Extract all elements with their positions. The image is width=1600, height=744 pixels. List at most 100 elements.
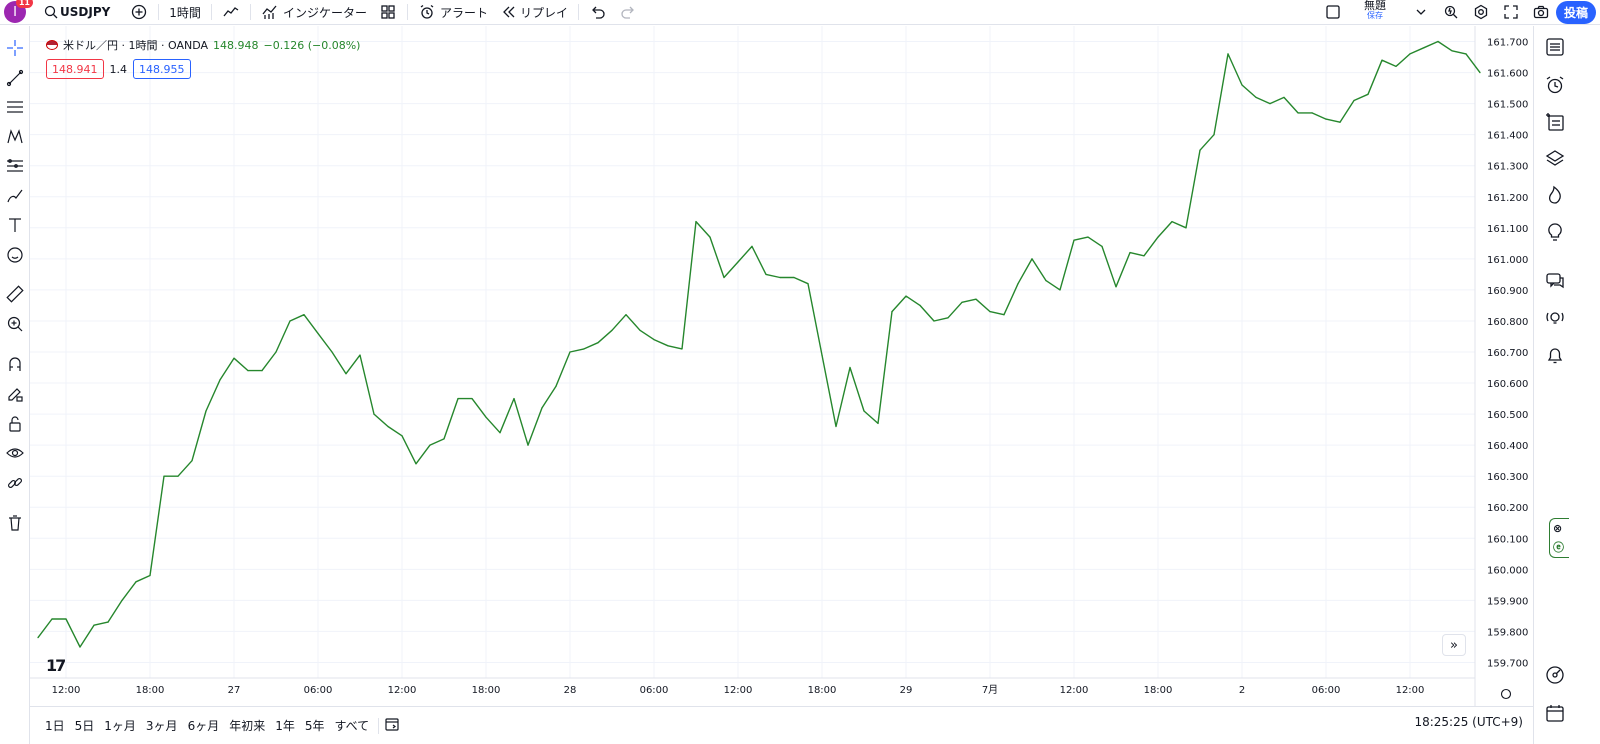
zoom-tool[interactable]	[5, 316, 25, 336]
redo-button[interactable]	[613, 0, 643, 25]
alerts-panel-button[interactable]	[1544, 76, 1566, 98]
chats-button[interactable]	[1544, 272, 1566, 294]
x-tick-label: 06:00	[1312, 685, 1341, 696]
range-button[interactable]: 6ヶ月	[187, 719, 220, 733]
data-point	[1213, 134, 1215, 136]
emoji-tool[interactable]	[5, 247, 25, 267]
y-tick-label: 161.500	[1487, 100, 1528, 111]
data-point	[527, 444, 529, 446]
data-point	[415, 463, 417, 465]
quick-search-button[interactable]	[1436, 0, 1466, 25]
layers-button[interactable]	[1544, 149, 1566, 171]
range-button[interactable]: 1日	[45, 719, 65, 733]
fullscreen-button[interactable]	[1496, 0, 1526, 25]
price-chart[interactable]: 159.700 159.800 159.900 160.000 160.100 160.2…	[30, 26, 1533, 706]
crosshair-tool[interactable]	[5, 40, 25, 60]
extension-e-icon[interactable]: ⓔ	[1553, 541, 1564, 554]
double-chevron-right-icon: »	[1450, 637, 1458, 653]
range-button[interactable]: 3ヶ月	[145, 719, 178, 733]
settings-button[interactable]	[1466, 0, 1496, 25]
close-circle-icon[interactable]: ⊗	[1553, 522, 1563, 535]
data-point	[947, 317, 949, 319]
layout-menu-button[interactable]	[1406, 0, 1436, 25]
range-button[interactable]: 5年	[304, 719, 325, 733]
magnet-tool[interactable]	[5, 356, 25, 376]
calendar-button[interactable]	[1544, 704, 1566, 726]
replay-button[interactable]: リプレイ	[494, 0, 574, 25]
calendar-icon	[1545, 703, 1565, 727]
trendline-tool[interactable]	[5, 69, 25, 90]
save-layout-button[interactable]: 無題 保存	[1358, 0, 1392, 25]
watchlist-button[interactable]	[1544, 38, 1566, 60]
measure-tool[interactable]	[5, 285, 25, 306]
data-point	[1395, 65, 1397, 67]
x-tick-label: 18:00	[136, 685, 165, 696]
axis-settings-icon[interactable]	[1500, 688, 1512, 700]
layouts-button[interactable]	[373, 0, 403, 25]
alert-button[interactable]: アラート	[412, 0, 494, 25]
range-button[interactable]: 1ヶ月	[104, 719, 136, 733]
fullscreen-layout-button[interactable]	[1318, 0, 1348, 25]
data-point	[443, 438, 445, 440]
sync-drawings-tool[interactable]	[5, 475, 25, 495]
y-tick-label: 160.500	[1487, 410, 1528, 421]
range-button[interactable]: すべて	[334, 719, 370, 733]
dom-button[interactable]	[1544, 666, 1566, 688]
range-button[interactable]: 5日	[74, 719, 95, 733]
chart-type-button[interactable]	[216, 0, 246, 25]
data-point	[1255, 96, 1257, 98]
data-point	[681, 348, 683, 350]
snapshot-button[interactable]	[1526, 0, 1556, 25]
extension-widget[interactable]: ⊗ ⓔ	[1549, 518, 1569, 558]
scroll-to-realtime-button[interactable]: »	[1442, 634, 1466, 656]
data-point	[863, 410, 865, 412]
streams-button[interactable]	[1544, 309, 1566, 331]
y-tick-label: 160.700	[1487, 348, 1528, 359]
compare-symbol-button[interactable]	[124, 0, 154, 25]
data-point	[261, 370, 263, 372]
range-button[interactable]: 年初来	[229, 719, 266, 733]
interval-button[interactable]: 1時間	[163, 0, 207, 25]
y-tick-label: 161.300	[1487, 162, 1528, 173]
data-point	[905, 295, 907, 297]
data-point	[1199, 149, 1201, 151]
hide-drawings-tool[interactable]	[5, 445, 25, 465]
data-point	[919, 304, 921, 306]
text-tool[interactable]	[5, 217, 25, 237]
ideas-button[interactable]	[1544, 223, 1566, 245]
clock-timezone[interactable]: 18:25:25 (UTC+9)	[1414, 715, 1523, 729]
range-button[interactable]: 1年	[275, 719, 295, 733]
tradingview-logo[interactable]: 17	[46, 656, 66, 675]
spread-value: 1.4	[109, 62, 128, 76]
quick-search-icon	[1442, 3, 1460, 21]
pattern-tool[interactable]	[5, 129, 25, 149]
bell-icon	[1545, 345, 1565, 369]
indicators-icon	[261, 3, 279, 21]
forecast-tool[interactable]	[5, 158, 25, 178]
undo-button[interactable]	[583, 0, 613, 25]
lock-drawings-tool[interactable]	[5, 416, 25, 436]
data-point	[1101, 245, 1103, 247]
publish-button[interactable]: 投稿	[1555, 0, 1596, 24]
indicators-button[interactable]: インジケーター	[255, 0, 373, 25]
keep-drawing-tool[interactable]	[5, 386, 25, 406]
data-point	[961, 301, 963, 303]
data-point	[975, 298, 977, 300]
fib-tool[interactable]	[5, 99, 25, 119]
y-tick-label: 160.400	[1487, 441, 1528, 452]
hotlists-button[interactable]	[1544, 185, 1566, 208]
notifications-button[interactable]	[1544, 346, 1566, 368]
user-avatar[interactable]: I 11	[4, 0, 33, 23]
y-tick-label: 161.400	[1487, 131, 1528, 142]
brush-tool[interactable]	[5, 188, 25, 208]
divider	[378, 717, 380, 734]
chart-canvas[interactable]: 159.700 159.800 159.900 160.000 160.100 160.2…	[30, 26, 1533, 706]
symbol-label: USDJPY	[60, 5, 111, 19]
remove-drawings-tool[interactable]	[5, 515, 25, 535]
symbol-search-button[interactable]: USDJPY	[36, 0, 116, 25]
sell-button[interactable]: 148.941	[46, 59, 104, 79]
object-tree-button[interactable]	[1544, 113, 1566, 135]
data-point	[289, 320, 291, 322]
goto-date-button[interactable]	[383, 717, 401, 735]
buy-button[interactable]: 148.955	[133, 59, 191, 79]
